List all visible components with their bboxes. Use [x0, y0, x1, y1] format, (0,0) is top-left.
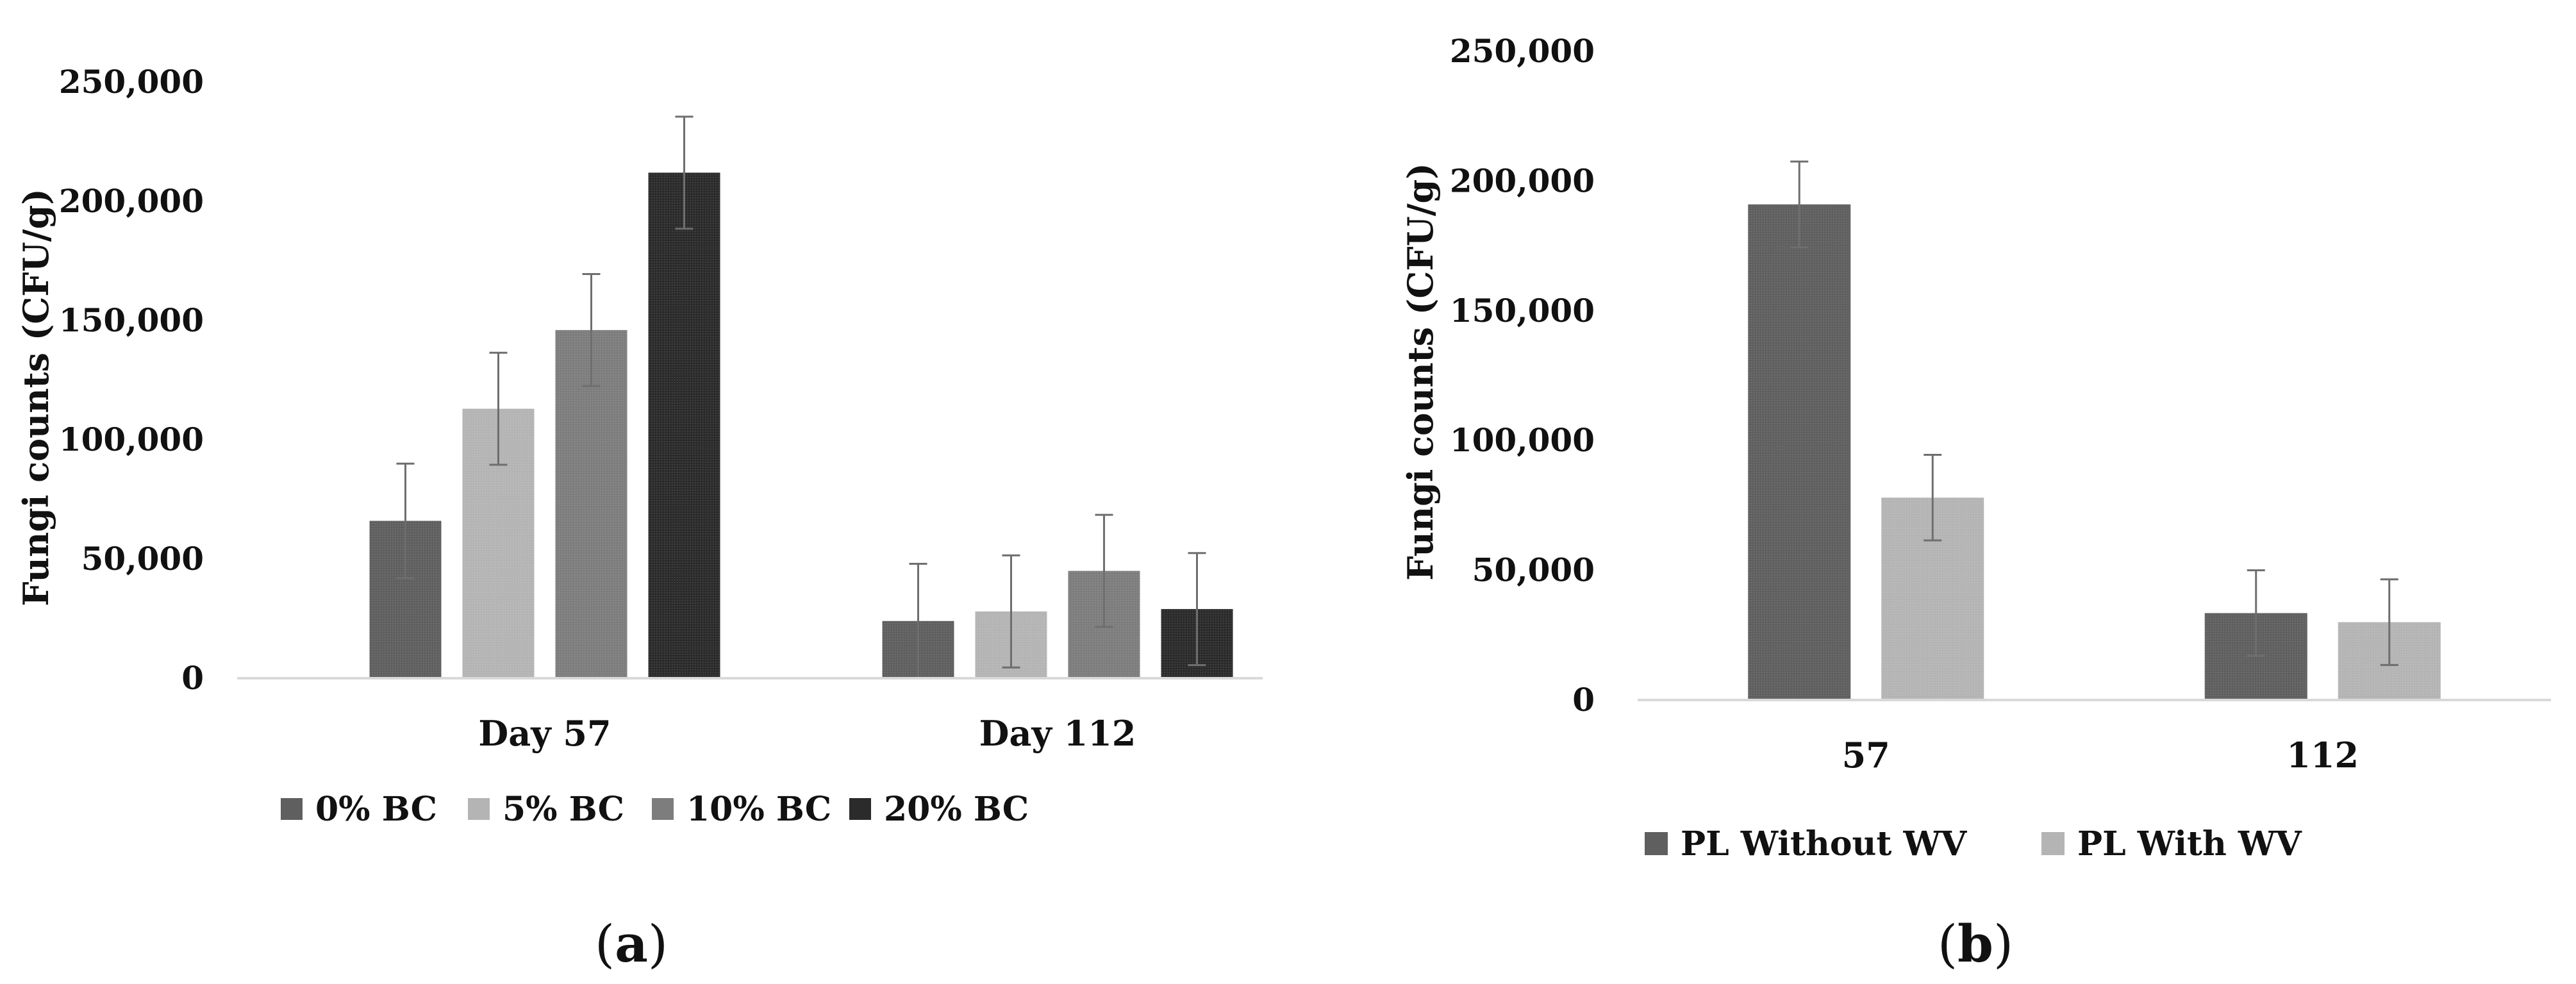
- chart-b-y-tick-label: 200,000: [1450, 162, 1595, 199]
- chart-b-category-label: 57: [1842, 735, 1890, 776]
- chart-a-category-label: Day 112: [979, 713, 1136, 754]
- chart-a: Fungi counts (CFU/g) 0 50,000 100,000 150,0…: [15, 63, 1263, 974]
- chart-a-legend: 0% BC 5% BC 10% BC 20% BC: [281, 790, 1029, 829]
- chart-a-y-axis-label: Fungi counts (CFU/g): [15, 188, 56, 606]
- chart-a-y-ticks: 0 50,000 100,000 150,000 200,000 250,000: [59, 63, 204, 697]
- legend-label-5-bc: 5% BC: [503, 790, 624, 829]
- chart-a-y-tick-label: 250,000: [59, 63, 204, 101]
- legend-swatch-5-bc: [468, 798, 490, 820]
- bar-texture: [648, 172, 720, 678]
- chart-a-category-label: Day 57: [478, 713, 611, 754]
- chart-a-y-tick-label: 50,000: [81, 540, 204, 578]
- chart-b-y-tick-label: 100,000: [1450, 421, 1595, 459]
- chart-b-y-ticks: 0 50,000 100,000 150,000 200,000 250,000: [1450, 32, 1595, 719]
- chart-a-x-ticks: Day 57 Day 112: [478, 713, 1136, 754]
- chart-b-category-label: 112: [2286, 735, 2359, 776]
- bar-texture: [555, 329, 627, 678]
- chart-b-y-tick-label: 250,000: [1450, 32, 1595, 70]
- legend-swatch-20-bc: [849, 798, 871, 820]
- legend-label-pl-with-wv: PL With WV: [2077, 824, 2302, 863]
- legend-swatch-pl-with-wv: [2041, 832, 2065, 855]
- legend-label-pl-without-wv: PL Without WV: [1681, 824, 1968, 863]
- chart-b-panel-label: (b): [1938, 913, 2013, 974]
- chart-b-y-tick-label: 0: [1572, 681, 1595, 719]
- chart-a-y-tick-label: 100,000: [59, 421, 204, 458]
- chart-a-error-bars: [396, 115, 1206, 680]
- legend-swatch-10-bc: [652, 798, 674, 820]
- legend-label-0-bc: 0% BC: [315, 790, 437, 829]
- legend-label-20-bc: 20% BC: [884, 790, 1029, 829]
- chart-b-legend: PL Without WV PL With WV: [1645, 824, 2302, 863]
- chart-b: Fungi counts (CFU/g) 0 50,000 100,000 150,0…: [1400, 32, 2551, 974]
- chart-b-bars: [1748, 204, 2441, 700]
- chart-a-y-tick-label: 200,000: [59, 182, 204, 220]
- chart-b-y-tick-label: 50,000: [1472, 551, 1595, 589]
- chart-b-y-tick-label: 150,000: [1450, 292, 1595, 329]
- legend-label-10-bc: 10% BC: [686, 790, 831, 829]
- bar-texture: [1748, 204, 1851, 700]
- chart-a-panel-label: (a): [595, 913, 668, 974]
- chart-b-y-axis-label: Fungi counts (CFU/g): [1400, 163, 1441, 581]
- chart-b-x-ticks: 57 112: [1842, 735, 2359, 776]
- chart-b-error-bars: [1790, 160, 2398, 666]
- legend-swatch-pl-without-wv: [1645, 832, 1668, 855]
- legend-swatch-0-bc: [281, 798, 303, 820]
- chart-a-y-tick-label: 150,000: [59, 301, 204, 339]
- chart-a-bars: [369, 172, 1233, 678]
- chart-a-y-tick-label: 0: [181, 659, 204, 697]
